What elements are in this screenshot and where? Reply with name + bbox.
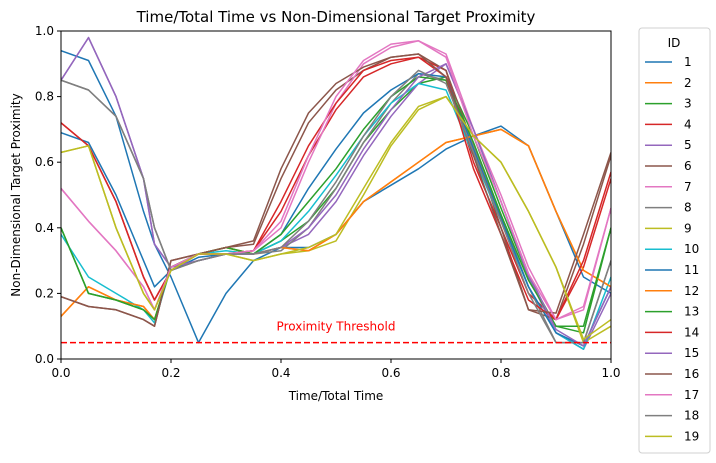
legend-label-19: 19 [684, 429, 699, 443]
series-line-13 [61, 76, 611, 327]
y-tick-label: 0.2 [35, 286, 54, 300]
series-line-12 [61, 128, 611, 321]
x-tick-label: 0.8 [491, 366, 510, 380]
legend-label-8: 8 [684, 201, 692, 215]
series-line-17 [61, 40, 611, 321]
y-tick-label: 1.0 [35, 24, 54, 38]
x-tick-label: 0.0 [51, 366, 70, 380]
series-group [61, 36, 611, 350]
plot-frame [60, 30, 612, 360]
legend-label-3: 3 [684, 97, 692, 111]
y-axis-label: Non-Dimensional Target Proximity [9, 93, 23, 296]
legend-label-5: 5 [684, 138, 692, 152]
y-tick-label: 0.4 [35, 221, 54, 235]
x-tick-label: 0.6 [381, 366, 400, 380]
legend-label-12: 12 [684, 284, 699, 298]
legend-label-7: 7 [684, 180, 692, 194]
legend-label-18: 18 [684, 409, 699, 423]
series-line-19 [61, 95, 611, 341]
y-axis: 0.0 0.2 0.4 0.6 0.8 1.0 [35, 24, 61, 366]
series-line-11 [61, 72, 611, 347]
legend-label-1: 1 [684, 55, 692, 69]
legend-label-2: 2 [684, 76, 692, 90]
x-tick-label: 1.0 [601, 366, 620, 380]
series-line-18 [61, 69, 611, 344]
x-axis: 0.0 0.2 0.4 0.6 0.8 1.0 [51, 359, 621, 380]
legend-label-13: 13 [684, 305, 699, 319]
x-tick-label: 0.2 [161, 366, 180, 380]
legend-label-10: 10 [684, 242, 699, 256]
y-tick-label: 0.0 [35, 352, 54, 366]
plot-area: Proximity Threshold [60, 30, 612, 360]
x-axis-label: Time/Total Time [288, 389, 384, 403]
legend-label-6: 6 [684, 159, 692, 173]
x-tick-label: 0.4 [271, 366, 290, 380]
series-line-16 [61, 53, 611, 327]
proximity-threshold-label: Proximity Threshold [277, 320, 396, 334]
legend-label-4: 4 [684, 117, 692, 131]
y-tick-label: 0.6 [35, 155, 54, 169]
y-tick-label: 0.8 [35, 90, 54, 104]
legend-label-9: 9 [684, 221, 692, 235]
chart-title: Time/Total Time vs Non-Dimensional Targe… [136, 8, 536, 26]
legend-label-16: 16 [684, 367, 699, 381]
legend-frame [638, 27, 711, 454]
legend-label-14: 14 [684, 325, 699, 339]
legend-label-17: 17 [684, 388, 699, 402]
legend-label-15: 15 [684, 346, 699, 360]
legend-label-11: 11 [684, 263, 699, 277]
legend-title: ID [668, 36, 681, 50]
